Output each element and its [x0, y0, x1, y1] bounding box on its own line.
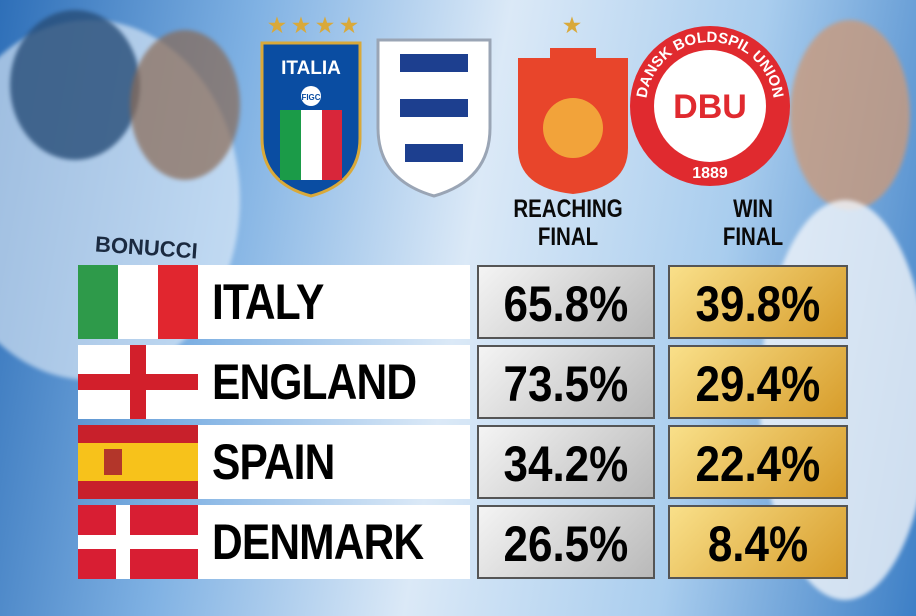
reaching-cell: 26.5%	[477, 505, 655, 579]
reaching-cell: 34.2%	[477, 425, 655, 499]
stars: ★ ★ ★ ★ ★	[268, 15, 581, 37]
win-cell: 22.4%	[668, 425, 848, 499]
svg-text:★: ★	[292, 15, 310, 37]
crest-text: 1889	[692, 165, 728, 182]
crest-text: DBU	[673, 88, 747, 126]
denmark-crest: DANSK BOLDSPIL UNION DBU 1889	[630, 26, 790, 186]
reaching-cell: 65.8%	[477, 265, 655, 339]
win-cell: 8.4%	[668, 505, 848, 579]
player-photo	[130, 30, 240, 180]
country-cell: ENGLAND	[198, 345, 470, 419]
player-photo	[790, 20, 910, 210]
country-cell: DENMARK	[198, 505, 470, 579]
player-photo	[10, 10, 140, 160]
percentage: 26.5%	[503, 516, 629, 572]
flag	[78, 345, 198, 419]
column-header: REACHING FINAL	[513, 195, 623, 251]
flag	[78, 265, 198, 339]
spain-crest	[518, 48, 628, 194]
svg-text:★: ★	[563, 15, 581, 37]
flag	[78, 425, 198, 499]
crest-text: FIGC	[301, 93, 320, 102]
italy-crest: ITALIA FIGC	[260, 41, 362, 198]
country-name: ENGLAND	[212, 354, 417, 410]
flag	[78, 505, 198, 579]
win-cell: 29.4%	[668, 345, 848, 419]
svg-text:★: ★	[340, 15, 358, 37]
percentage: 34.2%	[503, 436, 629, 492]
percentage: 29.4%	[695, 356, 821, 412]
percentage: 73.5%	[503, 356, 629, 412]
country-cell: ITALY	[198, 265, 470, 339]
percentage: 8.4%	[707, 516, 809, 572]
crests: ★ ★ ★ ★ ★ ITALIA FIGC DANSK BOLDSPIL UNION …	[260, 15, 790, 198]
reaching-cell: 73.5%	[477, 345, 655, 419]
percentage: 22.4%	[695, 436, 821, 492]
country-name: ITALY	[212, 274, 324, 330]
crest-text: ITALIA	[281, 58, 341, 79]
svg-text:★: ★	[268, 15, 286, 37]
country-cell: SPAIN	[198, 425, 470, 499]
percentage: 39.8%	[695, 276, 821, 332]
percentage: 65.8%	[503, 276, 629, 332]
column-header: WIN FINAL	[722, 195, 784, 251]
svg-text:★: ★	[316, 15, 334, 37]
country-name: DENMARK	[212, 514, 424, 570]
win-cell: 39.8%	[668, 265, 848, 339]
country-name: SPAIN	[212, 434, 335, 490]
england-crest	[376, 38, 492, 198]
